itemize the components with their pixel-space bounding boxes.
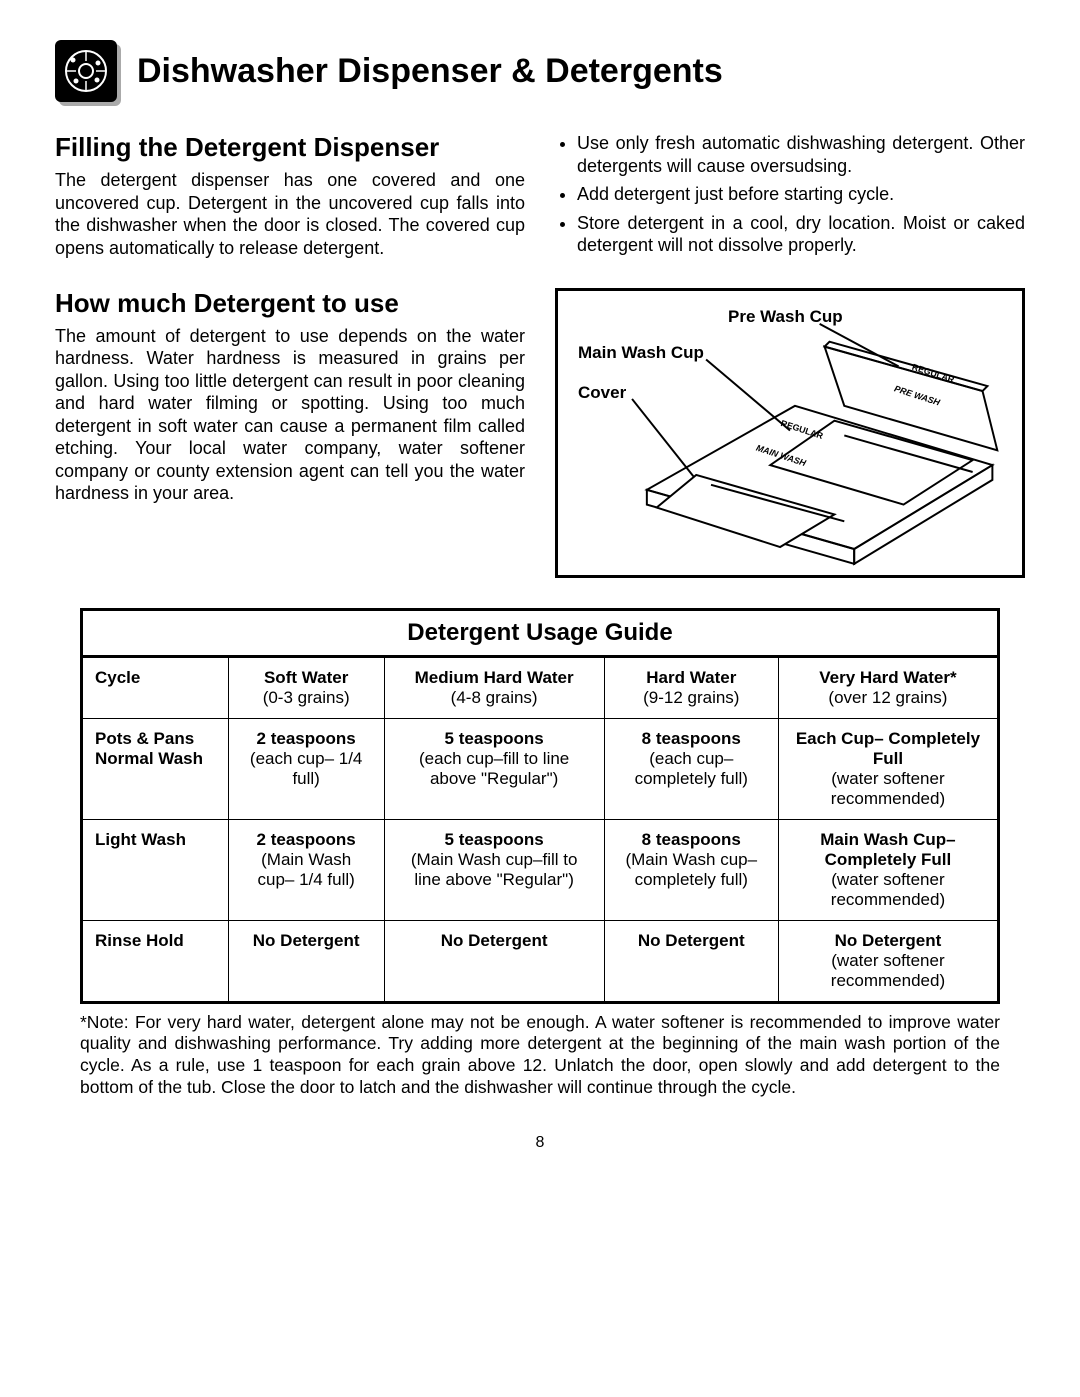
- dishwasher-icon: [55, 40, 117, 102]
- hdr-vhard-sub: (over 12 grains): [828, 688, 947, 707]
- section-howmuch: How much Detergent to use The amount of …: [55, 288, 1025, 578]
- hdr-med: Medium Hard Water: [415, 668, 574, 687]
- hdr-hard: Hard Water: [646, 668, 736, 687]
- hdr-hard-sub: (9-12 grains): [643, 688, 739, 707]
- section-filling: Filling the Detergent Dispenser The dete…: [55, 132, 1025, 263]
- bullet-item: Store detergent in a cool, dry location.…: [577, 212, 1025, 257]
- mark-mainwash: MAIN WASH: [755, 442, 808, 468]
- heading-filling: Filling the Detergent Dispenser: [55, 132, 525, 163]
- table-row: Light Wash2 teaspoons(Main Wash cup– 1/4…: [82, 819, 999, 920]
- bullet-item: Add detergent just before starting cycle…: [577, 183, 1025, 206]
- usage-table: Detergent Usage Guide Cycle Soft Water (…: [80, 608, 1000, 1004]
- table-row: Pots & PansNormal Wash2 teaspoons(each c…: [82, 718, 999, 819]
- bullet-item: Use only fresh automatic dishwashing det…: [577, 132, 1025, 177]
- heading-howmuch: How much Detergent to use: [55, 288, 525, 319]
- usage-table-wrap: Detergent Usage Guide Cycle Soft Water (…: [55, 608, 1025, 1100]
- table-row: Rinse HoldNo DetergentNo DetergentNo Det…: [82, 920, 999, 1002]
- hdr-soft-sub: (0-3 grains): [263, 688, 350, 707]
- mark-regular2: REGULAR: [780, 417, 825, 440]
- title-row: Dishwasher Dispenser & Detergents: [55, 40, 1025, 102]
- hdr-vhard: Very Hard Water*: [819, 668, 956, 687]
- body-howmuch: The amount of detergent to use depends o…: [55, 325, 525, 505]
- hdr-med-sub: (4-8 grains): [451, 688, 538, 707]
- body-filling: The detergent dispenser has one covered …: [55, 169, 525, 259]
- note-text: *Note: For very hard water, detergent al…: [80, 1012, 1000, 1100]
- hdr-soft: Soft Water: [264, 668, 348, 687]
- page-title: Dishwasher Dispenser & Detergents: [137, 52, 723, 91]
- table-title: Detergent Usage Guide: [82, 609, 999, 656]
- dispenser-diagram: Pre Wash Cup Main Wash Cup Cover: [555, 288, 1025, 578]
- document-page: Dishwasher Dispenser & Detergents Fillin…: [0, 0, 1080, 1182]
- hdr-cycle: Cycle: [95, 668, 140, 687]
- table-header-row: Cycle Soft Water (0-3 grains) Medium Har…: [82, 656, 999, 718]
- bullets-filling: Use only fresh automatic dishwashing det…: [555, 132, 1025, 257]
- page-number: 8: [55, 1134, 1025, 1152]
